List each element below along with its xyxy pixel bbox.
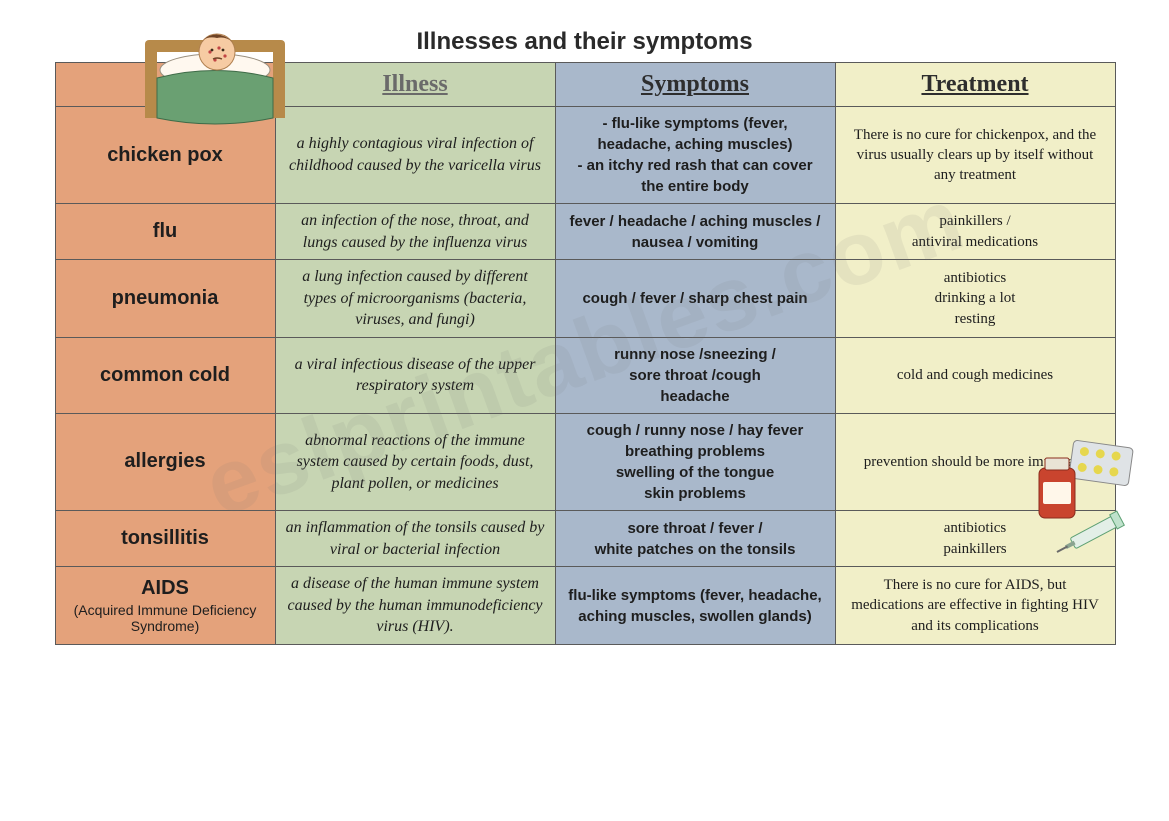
header-symptoms: Symptoms <box>555 63 835 107</box>
medicine-icon <box>1021 440 1151 565</box>
treatment-cell: cold and cough medicines <box>835 337 1115 413</box>
illness-definition: abnormal reactions of the immune system … <box>286 430 545 495</box>
illness-name-cell: allergies <box>55 413 275 510</box>
illness-name-cell: AIDS (Acquired Immune Deficiency Syndrome… <box>55 567 275 645</box>
symptoms-text: cough / runny nose / hay feverbreathing … <box>566 420 825 504</box>
table-wrapper: eslprintables.com <box>55 62 1115 645</box>
symptoms-cell: flu-like symptoms (fever, headache, achi… <box>555 567 835 645</box>
symptoms-cell: - flu-like symptoms (fever, headache, ac… <box>555 107 835 204</box>
illnesses-table: Illness Symptoms Treatment chicken pox a … <box>55 62 1116 645</box>
illness-name-cell: pneumonia <box>55 260 275 338</box>
treatment-text: antibioticsdrinking a lotresting <box>846 268 1105 329</box>
symptoms-cell: cough / runny nose / hay feverbreathing … <box>555 413 835 510</box>
symptoms-cell: cough / fever / sharp chest pain <box>555 260 835 338</box>
table-row: AIDS (Acquired Immune Deficiency Syndrome… <box>55 567 1115 645</box>
illness-name-cell: flu <box>55 204 275 260</box>
symptoms-text: - flu-like symptoms (fever, headache, ac… <box>566 113 825 197</box>
symptoms-text: cough / fever / sharp chest pain <box>566 288 825 309</box>
illness-name: allergies <box>124 450 205 472</box>
table-row: allergies abnormal reactions of the immun… <box>55 413 1115 510</box>
illness-definition: a viral infectious disease of the upper … <box>286 354 545 397</box>
illness-definition-cell: a viral infectious disease of the upper … <box>275 337 555 413</box>
symptoms-cell: sore throat / fever /white patches on th… <box>555 510 835 566</box>
illness-definition: an inflammation of the tonsils caused by… <box>286 517 545 560</box>
treatment-text: painkillers /antiviral medications <box>846 211 1105 252</box>
table-row: flu an infection of the nose, throat, and… <box>55 204 1115 260</box>
sick-child-icon <box>135 18 295 133</box>
treatment-cell: There is no cure for chickenpox, and the… <box>835 107 1115 204</box>
illness-definition-cell: a disease of the human immune system cau… <box>275 567 555 645</box>
illness-name: tonsillitis <box>121 527 209 549</box>
illness-name: common cold <box>100 364 230 386</box>
treatment-text: There is no cure for AIDS, but medicatio… <box>846 575 1105 636</box>
treatment-cell: There is no cure for AIDS, but medicatio… <box>835 567 1115 645</box>
table-row: common cold a viral infectious disease of… <box>55 337 1115 413</box>
illness-definition-cell: a lung infection caused by different typ… <box>275 260 555 338</box>
treatment-cell: painkillers /antiviral medications <box>835 204 1115 260</box>
table-row: tonsillitis an inflammation of the tonsil… <box>55 510 1115 566</box>
illness-name: flu <box>153 220 177 242</box>
symptoms-text: flu-like symptoms (fever, headache, achi… <box>566 585 825 627</box>
symptoms-text: sore throat / fever /white patches on th… <box>566 518 825 560</box>
symptoms-cell: runny nose /sneezing /sore throat /cough… <box>555 337 835 413</box>
treatment-text: There is no cure for chickenpox, and the… <box>846 125 1105 186</box>
illness-definition: an infection of the nose, throat, and lu… <box>286 210 545 253</box>
treatment-text: cold and cough medicines <box>846 365 1105 385</box>
illness-name: AIDS <box>141 577 189 599</box>
illness-definition: a disease of the human immune system cau… <box>286 573 545 638</box>
illness-definition-cell: an inflammation of the tonsils caused by… <box>275 510 555 566</box>
illness-name: chicken pox <box>107 144 223 166</box>
symptoms-text: fever / headache / aching muscles / naus… <box>566 211 825 253</box>
header-illness: Illness <box>275 63 555 107</box>
header-treatment: Treatment <box>835 63 1115 107</box>
illness-name-cell: tonsillitis <box>55 510 275 566</box>
illness-definition-cell: a highly contagious viral infection of c… <box>275 107 555 204</box>
illness-name-cell: common cold <box>55 337 275 413</box>
illness-definition-cell: abnormal reactions of the immune system … <box>275 413 555 510</box>
illness-definition: a highly contagious viral infection of c… <box>286 133 545 176</box>
treatment-cell: antibioticsdrinking a lotresting <box>835 260 1115 338</box>
illness-name: pneumonia <box>112 287 219 309</box>
table-row: pneumonia a lung infection caused by diff… <box>55 260 1115 338</box>
symptoms-cell: fever / headache / aching muscles / naus… <box>555 204 835 260</box>
illness-name-sub: (Acquired Immune Deficiency Syndrome) <box>66 602 265 634</box>
symptoms-text: runny nose /sneezing /sore throat /cough… <box>566 344 825 407</box>
illness-definition-cell: an infection of the nose, throat, and lu… <box>275 204 555 260</box>
illness-definition: a lung infection caused by different typ… <box>286 266 545 331</box>
